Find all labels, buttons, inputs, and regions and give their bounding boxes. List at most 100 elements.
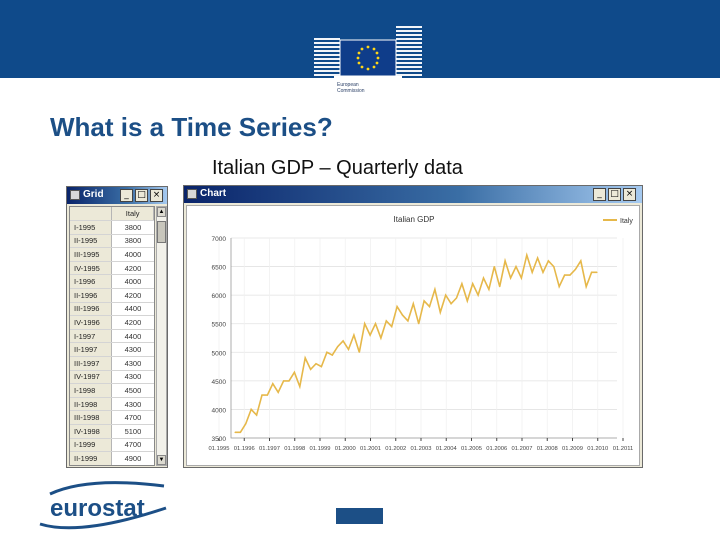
grid-date-cell[interactable]: III-1998 — [70, 410, 113, 425]
grid-value-cell[interactable]: 4300 — [111, 397, 154, 412]
data-point — [315, 363, 317, 365]
grid-value-cell[interactable]: 4200 — [111, 288, 154, 303]
grid-value-cell[interactable]: 4300 — [111, 356, 154, 371]
table-row[interactable]: IV-1995 4200 — [70, 261, 154, 276]
x-tick-label: 01.2002 — [385, 446, 406, 452]
grid-window-title: Grid — [83, 189, 104, 200]
grid-scrollbar[interactable]: ▲ ▼ — [156, 206, 167, 466]
data-point — [266, 394, 268, 396]
data-point — [261, 394, 263, 396]
grid-date-cell[interactable]: I-1996 — [70, 274, 113, 290]
data-point — [331, 354, 333, 356]
grid-date-cell[interactable]: II-1999 — [70, 451, 113, 465]
grid-date-cell[interactable]: III-1995 — [70, 247, 113, 262]
table-row[interactable]: I-1998 4500 — [70, 383, 154, 398]
data-point — [493, 266, 495, 268]
page-title: What is a Time Series? — [50, 112, 333, 142]
table-row[interactable]: II-1996 4200 — [70, 288, 154, 303]
grid-value-cell[interactable]: 4200 — [111, 261, 154, 276]
table-row[interactable]: III-1995 4000 — [70, 247, 154, 262]
x-tick-label: 01.1996 — [234, 446, 255, 452]
grid-table-area: Italy I-1995 3800 II-1995 3800 III-1995 4000 I… — [69, 206, 155, 466]
close-button[interactable]: × — [623, 188, 636, 201]
table-row[interactable]: IV-1997 4300 — [70, 370, 154, 385]
scroll-up-arrow-icon[interactable]: ▲ — [157, 207, 166, 217]
x-tick-label: 01.2010 — [587, 446, 608, 452]
x-tick-label: 01.2006 — [486, 446, 507, 452]
eurostat-logo: eurostat — [39, 481, 167, 530]
table-row[interactable]: I-1999 4700 — [70, 438, 154, 453]
grid-date-cell[interactable]: I-1997 — [70, 329, 113, 344]
grid-value-cell[interactable]: 4700 — [111, 410, 154, 425]
table-row[interactable]: IV-1998 5100 — [70, 424, 154, 439]
x-tick-label: 01.2007 — [512, 446, 533, 452]
table-row[interactable]: I-1997 4400 — [70, 329, 154, 344]
table-row[interactable]: IV-1996 4200 — [70, 315, 154, 330]
chart-window-titlebar[interactable]: Chart _ □ × — [184, 186, 642, 203]
grid-date-cell[interactable]: I-1998 — [70, 383, 113, 398]
table-row[interactable]: I-1995 3800 — [70, 220, 154, 235]
grid-value-cell[interactable]: 4200 — [111, 315, 154, 330]
data-point — [531, 271, 533, 273]
data-point — [337, 346, 339, 348]
table-row[interactable]: I-1996 4000 — [70, 274, 154, 290]
grid-window-titlebar[interactable]: Grid _ □ × — [67, 187, 167, 204]
legend-label: Italy — [620, 218, 633, 225]
grid-value-cell[interactable]: 4000 — [111, 274, 154, 290]
table-row[interactable]: III-1998 4700 — [70, 410, 154, 425]
grid-value-cell[interactable]: 3800 — [111, 220, 154, 235]
minimize-button[interactable]: _ — [593, 188, 606, 201]
grid-date-cell[interactable]: I-1999 — [70, 438, 113, 453]
data-point — [380, 337, 382, 339]
data-point — [250, 408, 252, 410]
maximize-button[interactable]: □ — [135, 189, 148, 202]
table-row[interactable]: II-1997 4300 — [70, 342, 154, 358]
scroll-down-arrow-icon[interactable]: ▼ — [157, 455, 166, 465]
table-row[interactable]: II-1998 4300 — [70, 397, 154, 412]
chart-axes — [230, 238, 617, 439]
grid-date-cell[interactable]: II-1996 — [70, 288, 113, 303]
data-point — [256, 414, 258, 416]
x-tick-label: 01.2000 — [335, 446, 356, 452]
data-point — [320, 366, 322, 368]
grid-date-cell[interactable]: II-1995 — [70, 234, 113, 249]
grid-value-cell[interactable]: 4000 — [111, 247, 154, 262]
chart-title: Italian GDP — [394, 215, 435, 224]
data-point — [234, 431, 236, 433]
minimize-button[interactable]: _ — [120, 189, 133, 202]
grid-value-cell[interactable]: 4700 — [111, 438, 154, 453]
grid-value-cell[interactable]: 4500 — [111, 383, 154, 398]
scroll-thumb[interactable] — [157, 221, 166, 243]
data-point — [299, 386, 301, 388]
data-point — [364, 323, 366, 325]
grid-value-cell[interactable]: 4300 — [111, 342, 154, 358]
data-point — [239, 431, 241, 433]
table-row[interactable]: III-1997 4300 — [70, 356, 154, 371]
grid-date-cell[interactable]: II-1998 — [70, 397, 113, 412]
grid-date-cell[interactable]: I-1995 — [70, 220, 113, 235]
close-button[interactable]: × — [150, 189, 163, 202]
grid-date-cell[interactable]: IV-1997 — [70, 370, 113, 385]
grid-date-cell[interactable]: IV-1996 — [70, 315, 113, 330]
grid-date-cell[interactable]: IV-1998 — [70, 424, 113, 439]
maximize-button[interactable]: □ — [608, 188, 621, 201]
grid-date-cell[interactable]: III-1996 — [70, 302, 113, 317]
grid-value-cell[interactable]: 4900 — [111, 451, 154, 465]
grid-column-header[interactable]: Italy — [111, 207, 154, 222]
table-row[interactable]: III-1996 4400 — [70, 302, 154, 317]
grid-date-cell[interactable]: IV-1995 — [70, 261, 113, 276]
grid-date-cell[interactable]: III-1997 — [70, 356, 113, 371]
table-row[interactable]: II-1999 4900 — [70, 451, 154, 465]
table-row[interactable]: II-1995 3800 — [70, 234, 154, 249]
grid-date-cell[interactable]: II-1997 — [70, 342, 113, 358]
y-tick-label: 4500 — [212, 379, 227, 386]
grid-value-cell[interactable]: 4300 — [111, 370, 154, 385]
grid-value-cell[interactable]: 4400 — [111, 329, 154, 344]
grid-value-cell[interactable]: 4400 — [111, 302, 154, 317]
data-point — [564, 274, 566, 276]
data-point — [466, 300, 468, 302]
grid-value-cell[interactable]: 5100 — [111, 424, 154, 439]
grid-value-cell[interactable]: 3800 — [111, 234, 154, 249]
data-point — [277, 391, 279, 393]
x-tick-label: 01.1999 — [310, 446, 331, 452]
